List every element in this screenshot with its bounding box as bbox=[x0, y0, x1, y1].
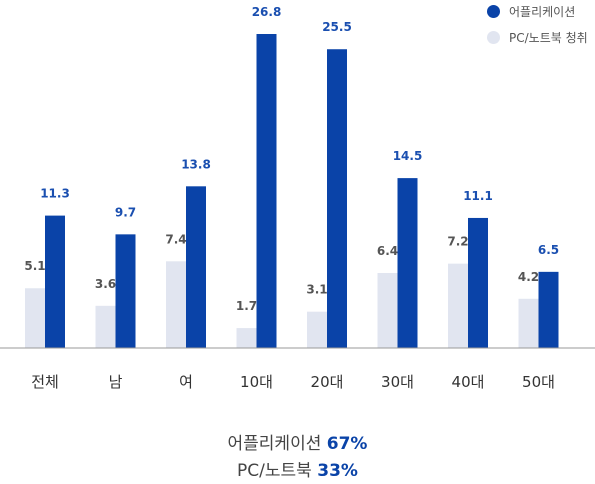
data-label-app-7: 6.5 bbox=[538, 243, 559, 257]
bar-pc-6 bbox=[448, 263, 468, 348]
bar-pc-3 bbox=[236, 328, 257, 348]
legend: 어플리케이션 PC/노트북 청취 bbox=[487, 2, 588, 54]
bar-chart: 5.1 11.3 전체 3.6 9.7 남 7.4 13.8 여 1.7 26.8 10대 3.1 25.… bbox=[0, 5, 595, 391]
bar-app-7 bbox=[538, 271, 559, 348]
category-label-1: 남 bbox=[109, 373, 123, 391]
data-label-pc-0: 5.1 bbox=[24, 259, 45, 273]
summary-label-app: 어플리케이션 bbox=[227, 434, 322, 454]
category-label-6: 40대 bbox=[452, 373, 485, 391]
data-label-app-1: 9.7 bbox=[115, 205, 136, 219]
bar-app-2 bbox=[186, 186, 206, 348]
bar-app-5 bbox=[397, 178, 418, 348]
legend-label-app: 어플리케이션 bbox=[509, 4, 576, 19]
bar-app-4 bbox=[327, 49, 347, 348]
data-label-pc-6: 7.2 bbox=[447, 235, 468, 249]
category-label-5: 30대 bbox=[381, 373, 414, 391]
legend-item-pc: PC/노트북 청취 bbox=[487, 28, 588, 46]
bar-pc-2 bbox=[166, 261, 186, 348]
category-label-0: 전체 bbox=[31, 373, 59, 391]
category-label-3: 10대 bbox=[240, 373, 273, 391]
summary-value-app: 67% bbox=[326, 434, 368, 454]
summary-value-pc: 33% bbox=[317, 461, 358, 481]
bar-pc-7 bbox=[518, 298, 539, 348]
category-label-2: 여 bbox=[179, 373, 193, 391]
bar-app-0 bbox=[45, 215, 65, 348]
category-label-4: 20대 bbox=[311, 373, 344, 391]
bar-pc-5 bbox=[377, 273, 398, 348]
legend-swatch-app bbox=[487, 4, 500, 18]
bar-app-3 bbox=[256, 34, 277, 348]
summary-line-pc: PC/노트북 33% bbox=[0, 459, 595, 484]
data-label-app-2: 13.8 bbox=[181, 157, 211, 171]
bar-pc-4 bbox=[307, 311, 327, 348]
data-label-pc-7: 4.2 bbox=[518, 270, 539, 284]
bar-pc-0 bbox=[25, 288, 45, 348]
legend-swatch-pc bbox=[487, 30, 500, 44]
data-label-app-5: 14.5 bbox=[393, 149, 423, 163]
data-label-app-6: 11.1 bbox=[463, 189, 493, 203]
bar-app-1 bbox=[115, 234, 136, 348]
legend-item-app: 어플리케이션 bbox=[487, 2, 588, 20]
legend-label-pc: PC/노트북 청취 bbox=[509, 30, 588, 45]
summary-line-app: 어플리케이션 67% bbox=[0, 432, 595, 457]
data-label-app-4: 25.5 bbox=[322, 20, 352, 34]
category-label-7: 50대 bbox=[522, 373, 555, 391]
summary-label-pc: PC/노트북 bbox=[237, 461, 312, 481]
data-label-app-0: 11.3 bbox=[40, 187, 70, 201]
bar-pc-1 bbox=[95, 305, 116, 348]
data-label-pc-3: 1.7 bbox=[236, 299, 257, 313]
data-label-pc-5: 6.4 bbox=[377, 244, 398, 258]
data-label-pc-4: 3.1 bbox=[306, 283, 327, 297]
data-label-app-3: 26.8 bbox=[252, 5, 282, 19]
data-label-pc-2: 7.4 bbox=[165, 232, 186, 246]
bar-app-6 bbox=[468, 217, 488, 348]
data-label-pc-1: 3.6 bbox=[95, 277, 116, 291]
